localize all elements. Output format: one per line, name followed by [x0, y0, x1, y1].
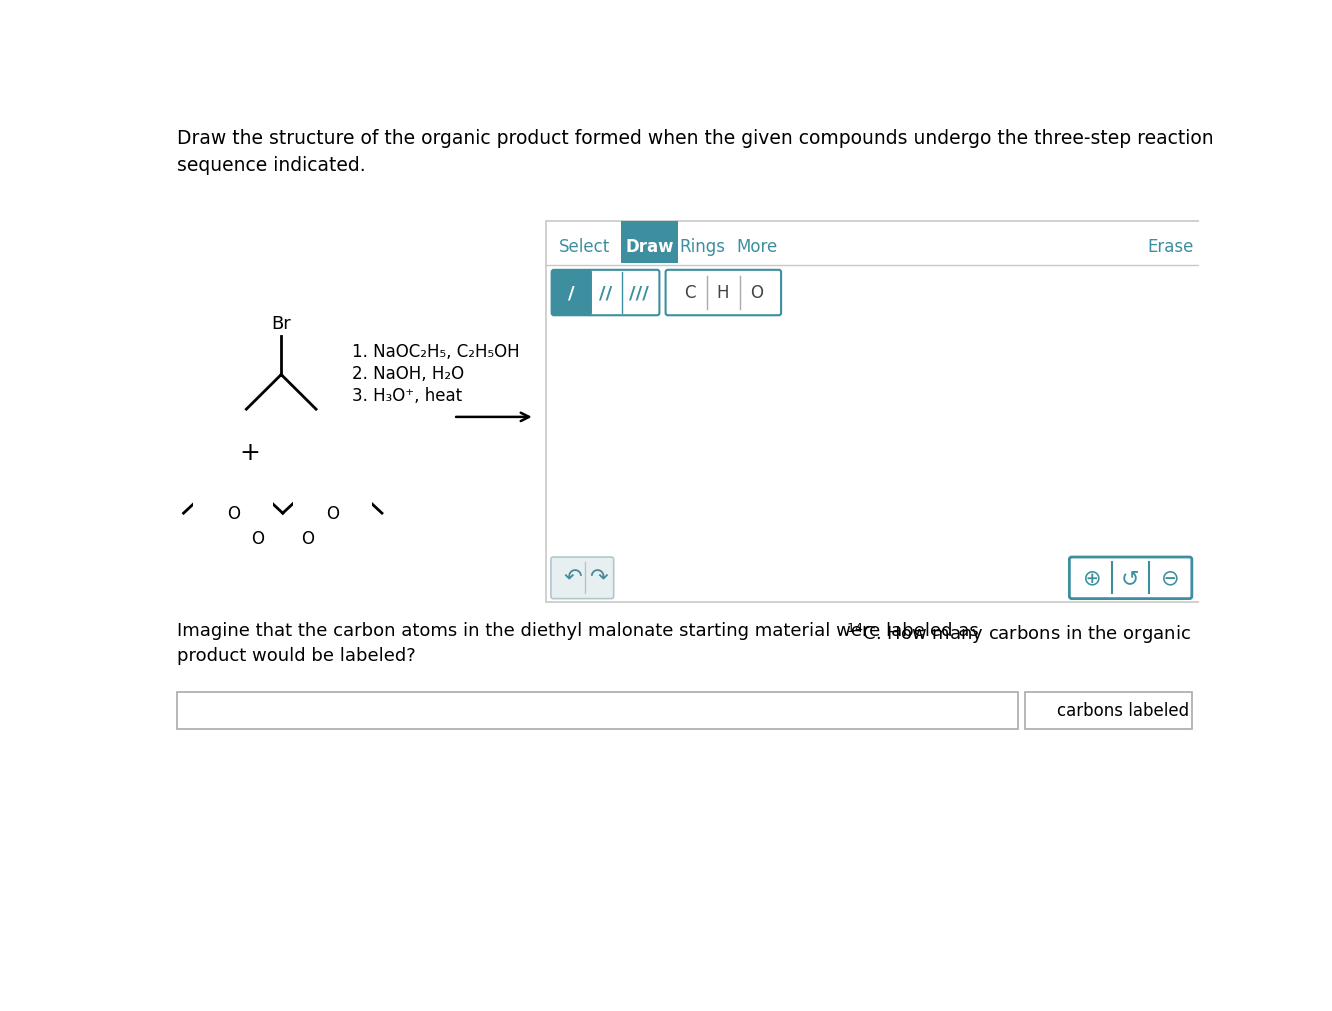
Text: C: C	[683, 284, 695, 302]
Text: Rings: Rings	[679, 238, 726, 256]
FancyBboxPatch shape	[551, 557, 614, 599]
Text: Br: Br	[272, 314, 292, 333]
Text: O: O	[326, 504, 338, 523]
Text: Imagine that the carbon atoms in the diethyl malonate starting material were lab: Imagine that the carbon atoms in the die…	[177, 622, 984, 639]
Text: O: O	[226, 504, 240, 523]
FancyBboxPatch shape	[666, 271, 781, 315]
Text: H: H	[717, 284, 729, 302]
Text: +: +	[240, 440, 261, 464]
Text: ↺: ↺	[1120, 568, 1139, 588]
Text: O: O	[301, 529, 314, 547]
Text: O: O	[252, 529, 265, 547]
Text: O: O	[750, 284, 763, 302]
Text: $^{14}$C. How many carbons in the organic: $^{14}$C. How many carbons in the organi…	[846, 622, 1191, 645]
FancyBboxPatch shape	[1070, 557, 1192, 599]
Text: ↶: ↶	[563, 568, 582, 588]
Text: Select: Select	[559, 238, 610, 256]
Text: ⊕: ⊕	[1083, 568, 1102, 588]
Text: ///: ///	[629, 284, 649, 302]
Text: //: //	[598, 284, 611, 302]
Text: product would be labeled?: product would be labeled?	[177, 647, 416, 664]
Text: /: /	[567, 284, 574, 302]
Text: Erase: Erase	[1147, 238, 1193, 256]
Bar	[546, 221, 1201, 603]
Text: Draw: Draw	[625, 238, 674, 256]
FancyBboxPatch shape	[551, 271, 659, 315]
FancyBboxPatch shape	[551, 271, 591, 315]
Text: Draw the structure of the organic product formed when the given compounds underg: Draw the structure of the organic produc…	[177, 129, 1213, 175]
Text: 1. NaOC₂H₅, C₂H₅OH: 1. NaOC₂H₅, C₂H₅OH	[353, 343, 519, 361]
Text: 2. NaOH, H₂O: 2. NaOH, H₂O	[353, 365, 465, 382]
Text: ⊖: ⊖	[1160, 568, 1179, 588]
Text: 3. H₃O⁺, heat: 3. H₃O⁺, heat	[353, 386, 462, 404]
Text: More: More	[737, 238, 778, 256]
Text: ↷: ↷	[589, 568, 607, 588]
Text: carbons labeled: carbons labeled	[1058, 702, 1189, 720]
Bar	[1026, 693, 1192, 729]
Bar	[177, 693, 1018, 729]
Bar	[622, 221, 678, 264]
